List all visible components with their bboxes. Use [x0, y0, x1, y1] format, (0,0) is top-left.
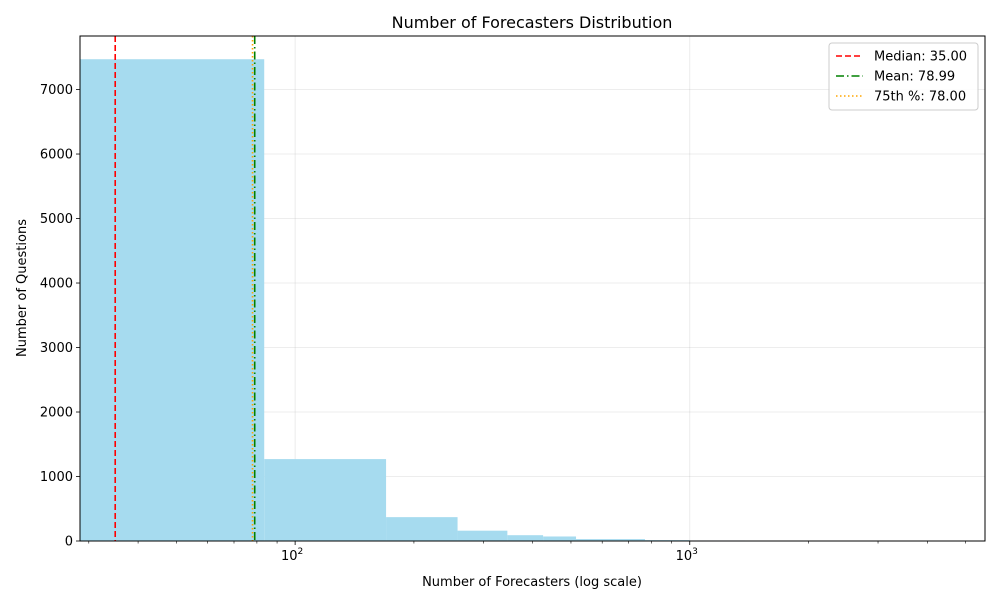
- y-tick-label: 7000: [40, 83, 73, 98]
- y-axis-ticks: 0 1000 2000 3000 4000 5000 6000 7000: [40, 83, 80, 550]
- bars: [80, 59, 985, 542]
- y-tick-label: 3000: [40, 341, 73, 356]
- legend-box: [828, 42, 979, 111]
- x-axis-label: Number of Forecasters (log scale): [422, 575, 642, 590]
- histogram-bar: [543, 536, 577, 541]
- y-axis-label: Number of Questions: [15, 219, 30, 357]
- legend: Median: 35.00 Mean: 78.99 75th %: 78.00: [828, 42, 979, 111]
- y-tick-label: 6000: [40, 148, 73, 163]
- histogram-bar: [507, 535, 544, 541]
- legend-entry: 75th %: 78.00: [874, 90, 966, 105]
- y-tick-label: 5000: [40, 212, 73, 227]
- histogram-bar: [457, 530, 508, 541]
- histogram-bar: [576, 539, 645, 541]
- histogram-bar: [264, 459, 387, 541]
- x-tick-label: 103: [676, 547, 698, 564]
- y-tick-label: 4000: [40, 277, 73, 292]
- reference-lines: [114, 36, 256, 541]
- y-tick-label: 2000: [40, 406, 73, 421]
- x-tick-label: 102: [281, 547, 303, 564]
- chart-title: Number of Forecasters Distribution: [392, 13, 673, 32]
- legend-entry: Median: 35.00: [874, 50, 967, 65]
- x-axis-ticks: 102 103: [88, 541, 966, 564]
- histogram-bar: [80, 59, 265, 542]
- legend-entry: Mean: 78.99: [874, 70, 955, 85]
- histogram-bar: [386, 517, 458, 541]
- y-tick-label: 1000: [40, 470, 73, 485]
- y-tick-label: 0: [65, 535, 73, 550]
